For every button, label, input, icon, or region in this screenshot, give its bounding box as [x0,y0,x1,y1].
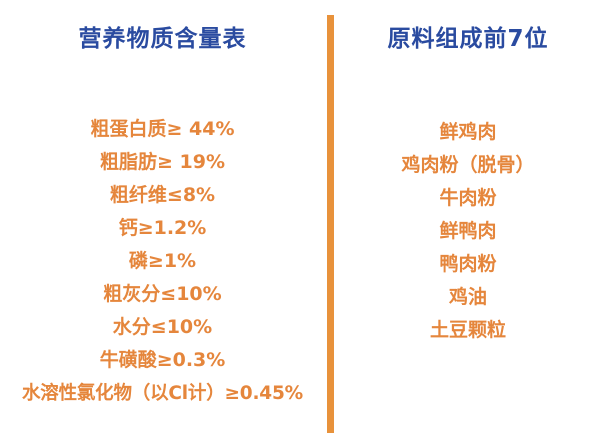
list-item: 水溶性氯化物（以Cl计）≥0.45% [21,383,303,404]
list-item: 土豆颗粒 [429,319,506,341]
list-item: 粗脂肪≥ 19% [99,151,225,173]
vertical-divider [327,15,334,433]
list-item: 磷≥1% [128,250,197,272]
list-item: 鸭肉粉 [439,253,497,275]
nutrition-column-title: 营养物质含量表 [78,26,247,52]
list-item: 水分≤10% [112,316,213,338]
list-item: 牛肉粉 [439,187,497,209]
list-item: 钙≥1.2% [118,217,207,239]
ingredients-item-list: 鲜鸡肉 鸡肉粉（脱骨） 牛肉粉 鲜鸭肉 鸭肉粉 鸡油 土豆颗粒 [334,116,600,347]
nutrition-item-list: 粗蛋白质≥ 44% 粗脂肪≥ 19% 粗纤维≤8% 钙≥1.2% 磷≥1% 粗灰… [0,113,327,410]
list-item: 鲜鸭肉 [439,220,497,242]
list-item: 粗蛋白质≥ 44% [90,118,235,140]
list-item: 牛磺酸≥0.3% [99,349,226,371]
ingredients-column: 原料组成前7位 鲜鸡肉 鸡肉粉（脱骨） 牛肉粉 鲜鸭肉 鸭肉粉 鸡油 土豆颗粒 [334,0,600,433]
ingredients-column-title: 原料组成前7位 [387,26,549,52]
list-item: 鸡油 [448,286,487,308]
list-item: 鲜鸡肉 [439,121,497,143]
nutrition-column: 营养物质含量表 粗蛋白质≥ 44% 粗脂肪≥ 19% 粗纤维≤8% 钙≥1.2%… [0,26,327,410]
list-item: 粗纤维≤8% [109,184,216,206]
list-item: 鸡肉粉（脱骨） [401,154,535,176]
list-item: 粗灰分≤10% [103,283,222,305]
